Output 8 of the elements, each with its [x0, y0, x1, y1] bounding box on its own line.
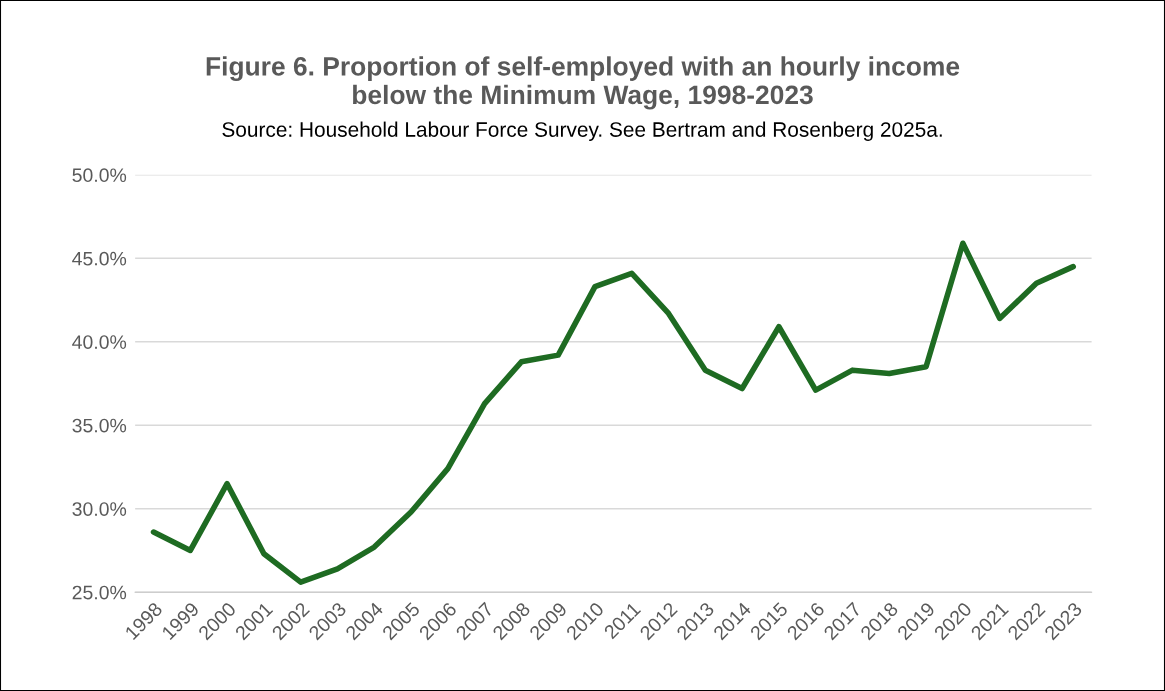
- y-tick-label: 30.0%: [72, 502, 127, 516]
- y-tick-label: 40.0%: [72, 335, 127, 350]
- chart-title: Figure 6. Proportion of self-employed with an hourly income below the Minimum Wage, 1998-2023: [206, 56, 960, 110]
- y-tick-label: 50.0%: [72, 168, 127, 183]
- y-tick-label: 35.0%: [72, 418, 127, 433]
- y-tick-label: 25.0%: [72, 585, 127, 600]
- y-tick-label: 45.0%: [72, 251, 127, 266]
- chart-subtitle: Source: Household Labour Force Survey. See Bertram and Rosenberg 2025a.: [222, 121, 942, 141]
